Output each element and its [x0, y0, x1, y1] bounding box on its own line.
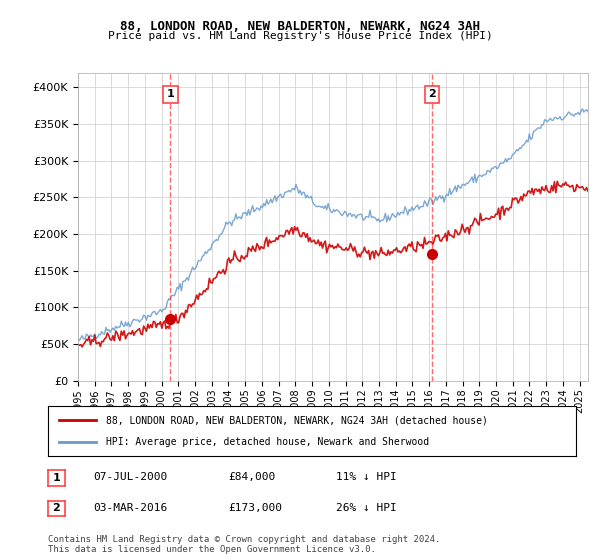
Text: 88, LONDON ROAD, NEW BALDERTON, NEWARK, NG24 3AH (detached house): 88, LONDON ROAD, NEW BALDERTON, NEWARK, … — [106, 415, 488, 425]
Text: 03-MAR-2016: 03-MAR-2016 — [93, 503, 167, 513]
Text: 07-JUL-2000: 07-JUL-2000 — [93, 472, 167, 482]
Text: 26% ↓ HPI: 26% ↓ HPI — [336, 503, 397, 513]
Text: Contains HM Land Registry data © Crown copyright and database right 2024.
This d: Contains HM Land Registry data © Crown c… — [48, 535, 440, 554]
Text: Price paid vs. HM Land Registry's House Price Index (HPI): Price paid vs. HM Land Registry's House … — [107, 31, 493, 41]
Text: 2: 2 — [428, 90, 436, 99]
Text: 2: 2 — [53, 503, 60, 514]
Text: HPI: Average price, detached house, Newark and Sherwood: HPI: Average price, detached house, Newa… — [106, 437, 429, 447]
Text: £84,000: £84,000 — [228, 472, 275, 482]
Text: 88, LONDON ROAD, NEW BALDERTON, NEWARK, NG24 3AH: 88, LONDON ROAD, NEW BALDERTON, NEWARK, … — [120, 20, 480, 32]
Text: 1: 1 — [166, 90, 174, 99]
Text: 11% ↓ HPI: 11% ↓ HPI — [336, 472, 397, 482]
Text: £173,000: £173,000 — [228, 503, 282, 513]
Text: 1: 1 — [53, 473, 60, 483]
